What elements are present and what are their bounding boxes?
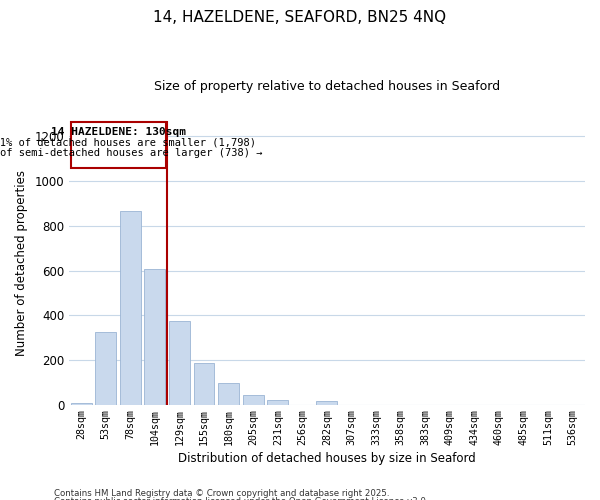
Text: 14 HAZELDENE: 130sqm: 14 HAZELDENE: 130sqm	[51, 127, 186, 137]
Text: 14, HAZELDENE, SEAFORD, BN25 4NQ: 14, HAZELDENE, SEAFORD, BN25 4NQ	[154, 10, 446, 25]
FancyBboxPatch shape	[71, 122, 166, 168]
Bar	[243, 396, 263, 405]
Bar	[145, 270, 166, 405]
Y-axis label: Number of detached properties: Number of detached properties	[15, 170, 28, 356]
Text: ← 71% of detached houses are smaller (1,798): ← 71% of detached houses are smaller (1,…	[0, 138, 256, 147]
Bar	[120, 211, 141, 405]
Bar	[71, 402, 92, 405]
Title: Size of property relative to detached houses in Seaford: Size of property relative to detached ho…	[154, 80, 500, 93]
Bar	[268, 400, 288, 405]
Text: 29% of semi-detached houses are larger (738) →: 29% of semi-detached houses are larger (…	[0, 148, 262, 158]
Text: Contains HM Land Registry data © Crown copyright and database right 2025.: Contains HM Land Registry data © Crown c…	[54, 488, 389, 498]
Bar	[95, 332, 116, 405]
Bar	[169, 321, 190, 405]
Bar	[194, 363, 214, 405]
Bar	[218, 382, 239, 405]
Text: Contains public sector information licensed under the Open Government Licence v3: Contains public sector information licen…	[54, 498, 428, 500]
X-axis label: Distribution of detached houses by size in Seaford: Distribution of detached houses by size …	[178, 452, 476, 465]
Bar	[316, 401, 337, 405]
